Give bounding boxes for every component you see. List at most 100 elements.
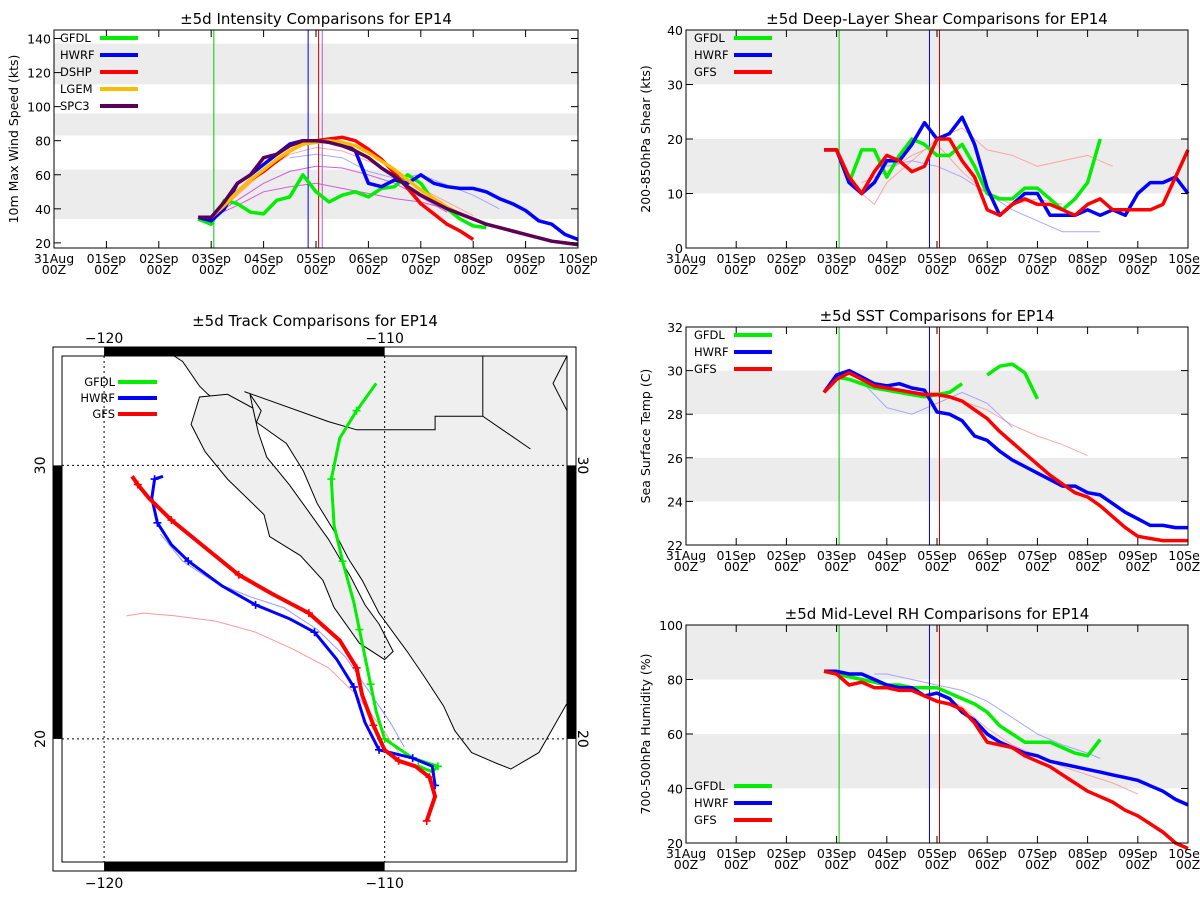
track-marker-gfdl (327, 475, 336, 484)
track-border-bar-right (567, 465, 576, 739)
intensity-ytick-label: 80 (35, 134, 51, 149)
rh-xtick-label: 03Sep 00Z (817, 846, 857, 872)
shear-chart: 0 10 20 30 40 31Aug 00Z 01Sep 00Z 02Sep 00Z 03Sep 00… (638, 10, 1200, 277)
sst-xtick-label: 08Sep 00Z (1068, 548, 1108, 574)
rh-xtick-label: 04Sep 00Z (867, 846, 907, 872)
shear-ytick-label: 30 (667, 78, 683, 93)
shear-xtick-label: 31Aug 00Z (666, 251, 706, 277)
shear-ytick-label: 20 (667, 132, 683, 147)
track-lat-label-right: 20 (574, 730, 590, 748)
intensity-ytick-label: 120 (27, 66, 51, 81)
track-marker-hwrf (184, 557, 193, 566)
track-map: GFDL HWRF GFS −120 −120 −110 −110 20 20 30 30 ±5d T… (33, 312, 590, 892)
track-marker-gfdl (366, 680, 375, 689)
track-lat-label-left: 20 (33, 730, 49, 748)
track-lat-label-left: 30 (33, 456, 49, 474)
intensity-band (54, 43, 578, 85)
track-marker-gfs (425, 773, 434, 782)
track-marker-gfs (304, 609, 313, 618)
rh-legend-label-gfs: GFS (694, 813, 717, 827)
sst-series-gfdl-late (986, 362, 1039, 400)
sst-series-hwrf (822, 368, 1188, 530)
sst-xtick-label: 03Sep 00Z (817, 548, 857, 574)
intensity-xtick-label: 05Sep 00Z (296, 251, 336, 277)
track-marker-gfdl (352, 406, 361, 415)
track-marker-hwrf (310, 628, 319, 637)
rh-ytick-label: 80 (667, 673, 683, 688)
sst-xtick-label: 04Sep 00Z (867, 548, 907, 574)
track-marker-gfs (133, 480, 142, 489)
rh-xtick-label: 07Sep 00Z (1018, 846, 1058, 872)
rh-xtick-label: 09Sep 00Z (1118, 846, 1158, 872)
baja-peninsula (190, 393, 394, 661)
intensity-band (54, 169, 578, 220)
rh-title: ±5d Mid-Level RH Comparisons for EP14 (785, 605, 1090, 623)
shear-xtick-label: 03Sep 00Z (817, 251, 857, 277)
track-series-hwrf (150, 474, 437, 786)
rh-xtick-label: 06Sep 00Z (967, 846, 1007, 872)
intensity-xtick-label: 31Aug 00Z (34, 251, 74, 277)
sst-band (686, 457, 1188, 502)
shear-ylabel: 200-850hPa Shear (kts) (638, 65, 653, 213)
shear-xtick-label: 05Sep 00Z (917, 251, 957, 277)
rh-series-gfdl (823, 669, 1102, 758)
track-title: ±5d Track Comparisons for EP14 (192, 312, 438, 330)
intensity-xtick-label: 01Sep 00Z (87, 251, 127, 277)
intensity-band (54, 113, 578, 136)
track-marker-hwrf (349, 682, 358, 691)
sst-xtick-label: 06Sep 00Z (967, 548, 1007, 574)
shear-xtick-label: 01Sep 00Z (716, 251, 756, 277)
shear-xtick-label: 02Sep 00Z (767, 251, 807, 277)
intensity-xtick-label: 04Sep 00Z (244, 251, 284, 277)
sst-ytick-label: 30 (667, 364, 683, 379)
rh-xtick-label: 05Sep 00Z (917, 846, 957, 872)
sst-xtick-label: 31Aug 00Z (666, 548, 706, 574)
sst-xtick-label: 05Sep 00Z (917, 548, 957, 574)
track-legend-label-hwrf: HWRF (80, 391, 115, 405)
intensity-xtick-label: 02Sep 00Z (139, 251, 179, 277)
sst-series-gfs (822, 371, 1188, 543)
rh-ylabel: 700-500hPa Humidity (%) (638, 653, 653, 814)
track-marker-hwrf (150, 475, 159, 484)
intensity-title: ±5d Intensity Comparisons for EP14 (180, 10, 452, 28)
rh-thin-series-0 (874, 673, 1101, 759)
track-marker-hwrf (251, 600, 260, 609)
rh-ytick-label: 40 (667, 782, 683, 797)
rh-xtick-label: 02Sep 00Z (767, 846, 807, 872)
rh-legend-label-gfdl: GFDL (694, 779, 725, 793)
rh-chart: 20 40 60 80 100 31Aug 00Z 01Sep 00Z 02Sep 00Z 03Sep… (638, 605, 1200, 872)
sst-ytick-label: 32 (667, 320, 683, 335)
sst-thin-series-1 (861, 381, 1013, 428)
sst-xtick-label: 07Sep 00Z (1018, 548, 1058, 574)
intensity-ytick-label: 100 (27, 100, 51, 115)
intensity-xtick-label: 09Sep 00Z (506, 251, 546, 277)
intensity-xtick-label: 08Sep 00Z (453, 251, 493, 277)
track-marker-gfs (369, 721, 378, 730)
rh-ytick-label: 60 (667, 727, 683, 742)
sst-xtick-label: 09Sep 00Z (1118, 548, 1158, 574)
intensity-chart: 20 40 60 80 100 120 140 31Aug 00Z 01Sep 00Z 02Sep 00… (6, 10, 598, 277)
sst-legend-label-gfs: GFS (694, 362, 717, 376)
sst-legend-label-gfdl: GFDL (694, 328, 725, 342)
shear-legend-label-hwrf: HWRF (694, 48, 729, 62)
intensity-legend-label-lgem: LGEM (60, 82, 93, 96)
shear-xtick-label: 09Sep 00Z (1118, 251, 1158, 277)
rh-ytick-label: 100 (659, 618, 683, 633)
intensity-legend-label-dshp: DSHP (60, 65, 92, 79)
shear-thin-series-0 (848, 127, 1113, 206)
shear-title: ±5d Deep-Layer Shear Comparisons for EP1… (766, 10, 1108, 28)
track-border-bar-bottom (104, 862, 385, 871)
track-marker-gfs (167, 516, 176, 525)
track-lon-label-bottom: −120 (85, 876, 123, 892)
track-thin-series-0 (159, 533, 405, 748)
shear-series-gfs (824, 137, 1190, 218)
sst-xtick-label: 01Sep 00Z (716, 548, 756, 574)
sst-xtick-label: 02Sep 00Z (767, 548, 807, 574)
rh-xtick-label: 01Sep 00Z (716, 846, 756, 872)
shear-ytick-label: 0 (675, 241, 683, 256)
track-lon-label-top: −120 (85, 331, 123, 347)
intensity-legend-label-spc3: SPC3 (60, 99, 90, 113)
